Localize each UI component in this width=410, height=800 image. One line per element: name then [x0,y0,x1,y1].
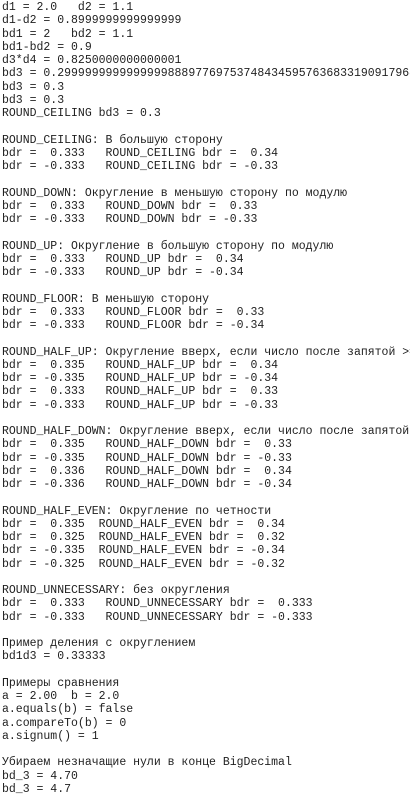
output-line: ROUND_UP: Округление в большую сторону п… [2,239,334,253]
output-line: bdr = -0.333 ROUND_CEILING bdr = -0.33 [2,160,279,173]
output-line: d1 = 2.0 d2 = 1.1 [2,1,134,14]
output-line: ROUND_UNNECESSARY: без округления [2,584,230,597]
output-line: bdr = 0.335 ROUND_HALF_DOWN bdr = 0.33 [2,438,292,452]
output-line: a.signum() = 1 [2,729,99,743]
output-block: ROUND_CEILING: В большую сторону bdr = 0.… [2,134,410,174]
output-line: d1-d2 = 0.8999999999999999 [2,14,182,28]
output-line: Примеры сравнения [2,676,120,690]
output-block: d1 = 2.0 d2 = 1.1 d1-d2 = 0.8999999999999… [2,1,410,120]
output-line: bdr = 0.336 ROUND_HALF_DOWN bdr = 0.34 [2,464,292,478]
output-line: bdr = 0.333 ROUND_FLOOR bdr = 0.33 [2,305,265,319]
output-line: bdr = 0.335 ROUND_HALF_UP bdr = 0.34 [2,358,279,372]
output-line: ROUND_HALF_DOWN: Округление вверх, если … [2,425,410,438]
output-block: Пример деления с округлением bd1d3 = 0.33… [2,637,410,664]
output-line: bdr = -0.333 ROUND_UP bdr = -0.34 [2,266,244,279]
output-block: ROUND_FLOOR: В меньшую сторону bdr = 0.33… [2,293,410,333]
output-line: bdr = 0.333 ROUND_CEILING bdr = 0.34 [2,146,279,160]
output-line: bd_3 = 4.7 [2,782,72,796]
output-line: ROUND_HALF_EVEN: Округление по четности [2,504,272,518]
output-line: bdr = 0.333 ROUND_UNNECESSARY bdr = 0.33… [2,597,313,611]
output-line: ROUND_CEILING bd3 = 0.3 [2,107,161,120]
output-line: bdr = 0.335 ROUND_HALF_EVEN bdr = 0.34 [2,517,285,531]
output-block: ROUND_HALF_EVEN: Округление по четности b… [2,505,410,571]
output-line: bd3 = 0.3 [2,93,65,107]
output-line: d3*d4 = 0.8250000000000001 [2,54,182,67]
output-line: bdr = 0.325 ROUND_HALF_EVEN bdr = 0.32 [2,531,285,544]
output-line: bd_3 = 4.70 [2,769,78,783]
output-line: bd1 = 2 bd2 = 1.1 [2,27,134,41]
output-block: ROUND_UNNECESSARY: без округления bdr = 0… [2,584,410,624]
output-line: a.equals(b) = false [2,703,134,717]
output-line: bdr = -0.336 ROUND_HALF_DOWN bdr = -0.34 [2,478,292,491]
output-line: a.compareTo(b) = 0 [2,716,127,730]
output-line: ROUND_CEILING: В большую сторону [2,133,223,147]
output-line: bdr = -0.333 ROUND_FLOOR bdr = -0.34 [2,319,265,332]
output-block: ROUND_DOWN: Округление в меньшую сторону… [2,187,410,227]
output-line: ROUND_DOWN: Округление в меньшую сторону… [2,186,348,200]
output-line: bd3 = 0.3 [2,80,65,94]
output-block: ROUND_HALF_UP: Округление вверх, если чи… [2,346,410,412]
output-line: bdr = -0.335 ROUND_HALF_UP bdr = -0.34 [2,372,279,385]
output-line: bdr = -0.335 ROUND_HALF_DOWN bdr = -0.33 [2,451,292,465]
output-line: bd3 = 0.29999999999999998889776975374843… [2,67,410,81]
output-line: Убираем незначащие нули в конце BigDecim… [2,756,292,770]
output-line: bd1d3 = 0.33333 [2,650,106,664]
output-line: a = 2.00 b = 2.0 [2,690,120,703]
output-line: bdr = 0.333 ROUND_DOWN bdr = 0.33 [2,199,258,213]
output-block: Убираем незначащие нули в конце BigDecim… [2,756,410,796]
output-line: Пример деления с округлением [2,637,196,650]
output-line: ROUND_FLOOR: В меньшую сторону [2,292,210,306]
output-line: bdr = -0.325 ROUND_HALF_EVEN bdr = -0.32 [2,557,285,571]
output-line: bdr = -0.333 ROUND_UNNECESSARY bdr = -0.… [2,610,313,624]
output-line: bdr = 0.333 ROUND_HALF_UP bdr = 0.33 [2,385,279,399]
output-block: Примеры сравнения a = 2.00 b = 2.0 a.equal… [2,677,410,743]
output-block: ROUND_HALF_DOWN: Округление вверх, если … [2,425,410,491]
output-line: ROUND_HALF_UP: Округление вверх, если чи… [2,345,410,359]
output-line: bd1-bd2 = 0.9 [2,40,92,54]
output-line: bdr = -0.333 ROUND_DOWN bdr = -0.33 [2,213,258,226]
output-line: bdr = -0.333 ROUND_HALF_UP bdr = -0.33 [2,398,279,412]
output-block: ROUND_UP: Округление в большую сторону п… [2,240,410,280]
output-line: bdr = 0.333 ROUND_UP bdr = 0.34 [2,252,244,266]
output-line: bdr = -0.335 ROUND_HALF_EVEN bdr = -0.34 [2,544,285,558]
